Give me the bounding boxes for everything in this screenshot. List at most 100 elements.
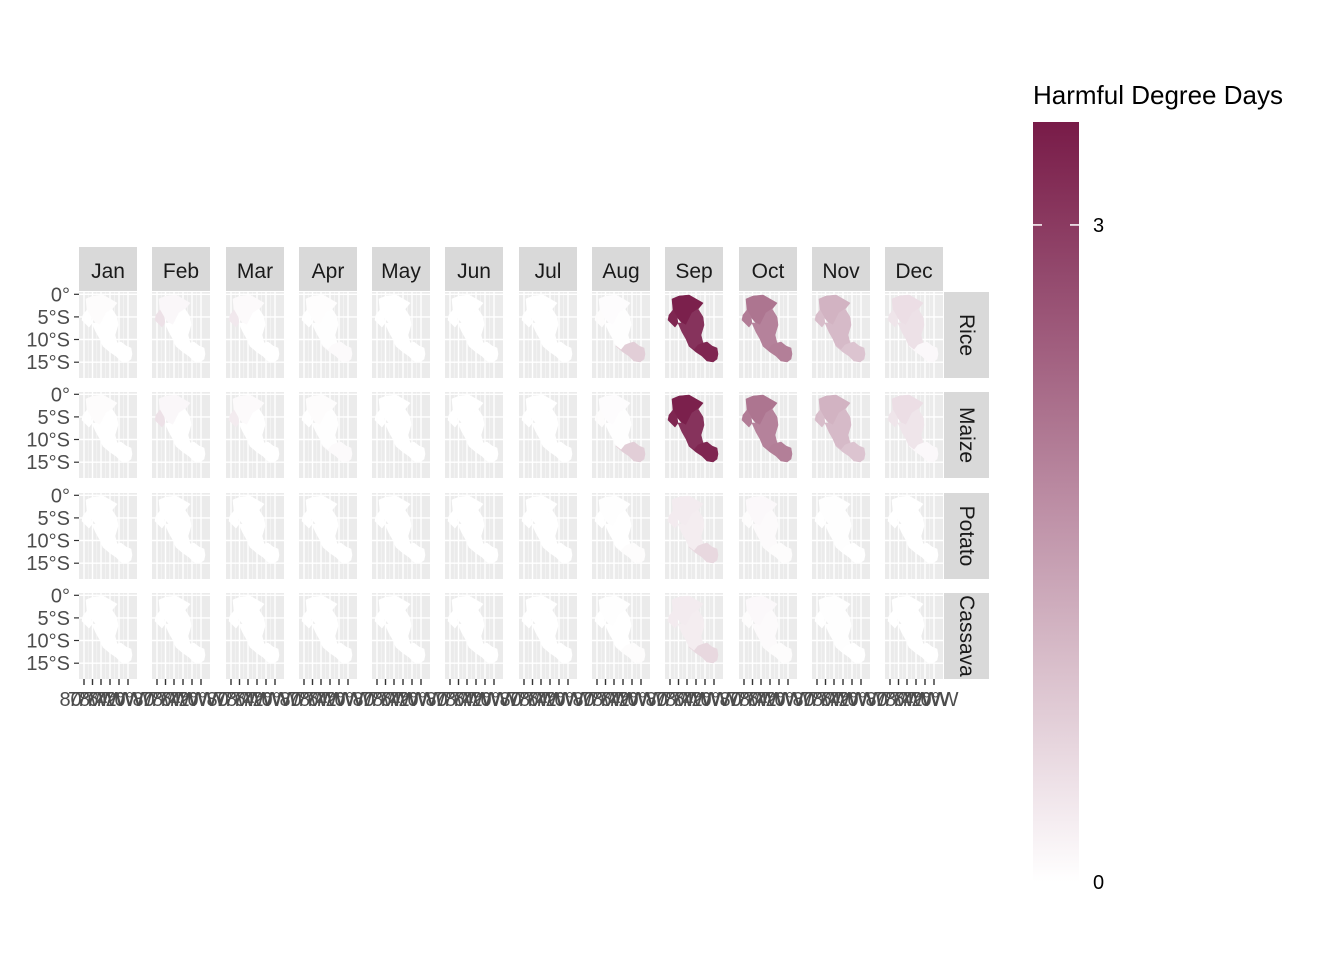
strip-maize: [944, 392, 989, 478]
region-south: [249, 642, 280, 664]
strip-label: May: [381, 260, 421, 283]
x-tick-label: 74°W: [158, 689, 207, 711]
strip-label: Maize: [955, 407, 978, 463]
strip-label: Aug: [602, 260, 639, 283]
region-coast: [667, 409, 679, 428]
y-tick-label: 0°: [51, 284, 70, 306]
x-tick-label: 80°W: [499, 689, 548, 711]
region-south: [835, 441, 866, 463]
region-south: [175, 642, 206, 664]
region-south: [762, 441, 793, 463]
strip-label: Rice: [955, 314, 978, 356]
panel-cassava-dec: [885, 593, 943, 679]
region-central: [824, 308, 852, 351]
strip-potato: [944, 493, 989, 579]
panel-potato-jan: [79, 493, 137, 579]
panel-cassava-oct: [739, 593, 797, 679]
panel-maize-jun: [445, 392, 503, 478]
panel-rice-dec: [885, 292, 943, 378]
x-tick-label: 70°W: [176, 689, 225, 711]
region-central: [677, 308, 705, 351]
region-south: [468, 441, 499, 463]
region-coast: [447, 610, 459, 629]
region-central: [824, 509, 852, 552]
x-tick-label: 78°W: [801, 689, 850, 711]
region-central: [604, 509, 632, 552]
legend-tick-label: 0: [1093, 872, 1104, 894]
region-coast: [228, 409, 240, 428]
month-strips: Jan Feb Mar Apr May Jun Jul Aug Sep Oct Nov Dec: [79, 247, 943, 291]
x-tick-label: 74°W: [85, 689, 134, 711]
panel-cassava-feb: [152, 593, 210, 679]
region-central: [677, 609, 705, 652]
x-tick-label: 78°W: [581, 689, 630, 711]
region-south: [395, 341, 426, 363]
x-tick-label: 76°W: [882, 689, 931, 711]
region-coast: [301, 510, 313, 529]
x-tick-label: 72°W: [94, 689, 143, 711]
strip-label: Jan: [91, 260, 125, 283]
region-central: [457, 308, 485, 351]
x-tick-label: 72°W: [900, 689, 949, 711]
strip-mar: [226, 247, 284, 291]
region-coast: [741, 409, 753, 428]
region-south: [322, 542, 353, 564]
region-coast: [594, 610, 606, 629]
x-tick-label: 72°W: [607, 689, 656, 711]
region-south: [835, 642, 866, 664]
region-coast: [154, 409, 166, 428]
region-central: [91, 509, 119, 552]
x-tick-label: 72°W: [754, 689, 803, 711]
x-tick-label: 70°W: [616, 689, 665, 711]
panel-rice-feb: [152, 292, 210, 378]
region-coast: [741, 610, 753, 629]
panel-rice-apr: [299, 292, 357, 378]
region-coast: [447, 309, 459, 328]
x-tick-label: 74°W: [451, 689, 500, 711]
panel-maize-aug: [592, 392, 650, 478]
region-central: [457, 609, 485, 652]
x-tick-label: 78°W: [68, 689, 117, 711]
panel-potato-jul: [519, 493, 577, 579]
region-south: [615, 441, 646, 463]
region-central: [824, 609, 852, 652]
region-south: [762, 542, 793, 564]
panel-cassava-jun: [445, 593, 503, 679]
region-south: [395, 642, 426, 664]
region-central: [457, 408, 485, 451]
y-tick-label: 15°S: [26, 452, 70, 474]
region-south: [762, 341, 793, 363]
strip-dec: [885, 247, 943, 291]
region-south: [835, 341, 866, 363]
region-south: [102, 441, 133, 463]
x-tick-label: 70°W: [763, 689, 812, 711]
region-coast: [447, 510, 459, 529]
x-tick-label: 74°W: [598, 689, 647, 711]
strip-rice: [944, 292, 989, 378]
panel-rice-jan: [79, 292, 137, 378]
region-south: [615, 341, 646, 363]
panel-maize-may: [372, 392, 430, 478]
panel-potato-jun: [445, 493, 503, 579]
region-central: [91, 308, 119, 351]
region-south: [102, 542, 133, 564]
region-south: [542, 642, 573, 664]
region-coast: [667, 610, 679, 629]
y-tick-label: 5°S: [38, 508, 70, 530]
y-tick-label: 10°S: [26, 330, 70, 352]
region-coast: [741, 309, 753, 328]
panel-maize-sep: [665, 392, 723, 478]
x-tick-label: 78°W: [728, 689, 777, 711]
region-central: [384, 308, 412, 351]
x-tick-label: 78°W: [288, 689, 337, 711]
region-central: [897, 308, 925, 351]
panel-rice-oct: [739, 292, 797, 378]
region-south: [249, 441, 280, 463]
x-tick-label: 70°W: [689, 689, 738, 711]
region-coast: [521, 409, 533, 428]
x-tick-label: 80°W: [865, 689, 914, 711]
x-tick-label: 80°W: [792, 689, 841, 711]
x-tick-label: 78°W: [874, 689, 923, 711]
x-tick-label: 76°W: [76, 689, 125, 711]
panel-maize-oct: [739, 392, 797, 478]
